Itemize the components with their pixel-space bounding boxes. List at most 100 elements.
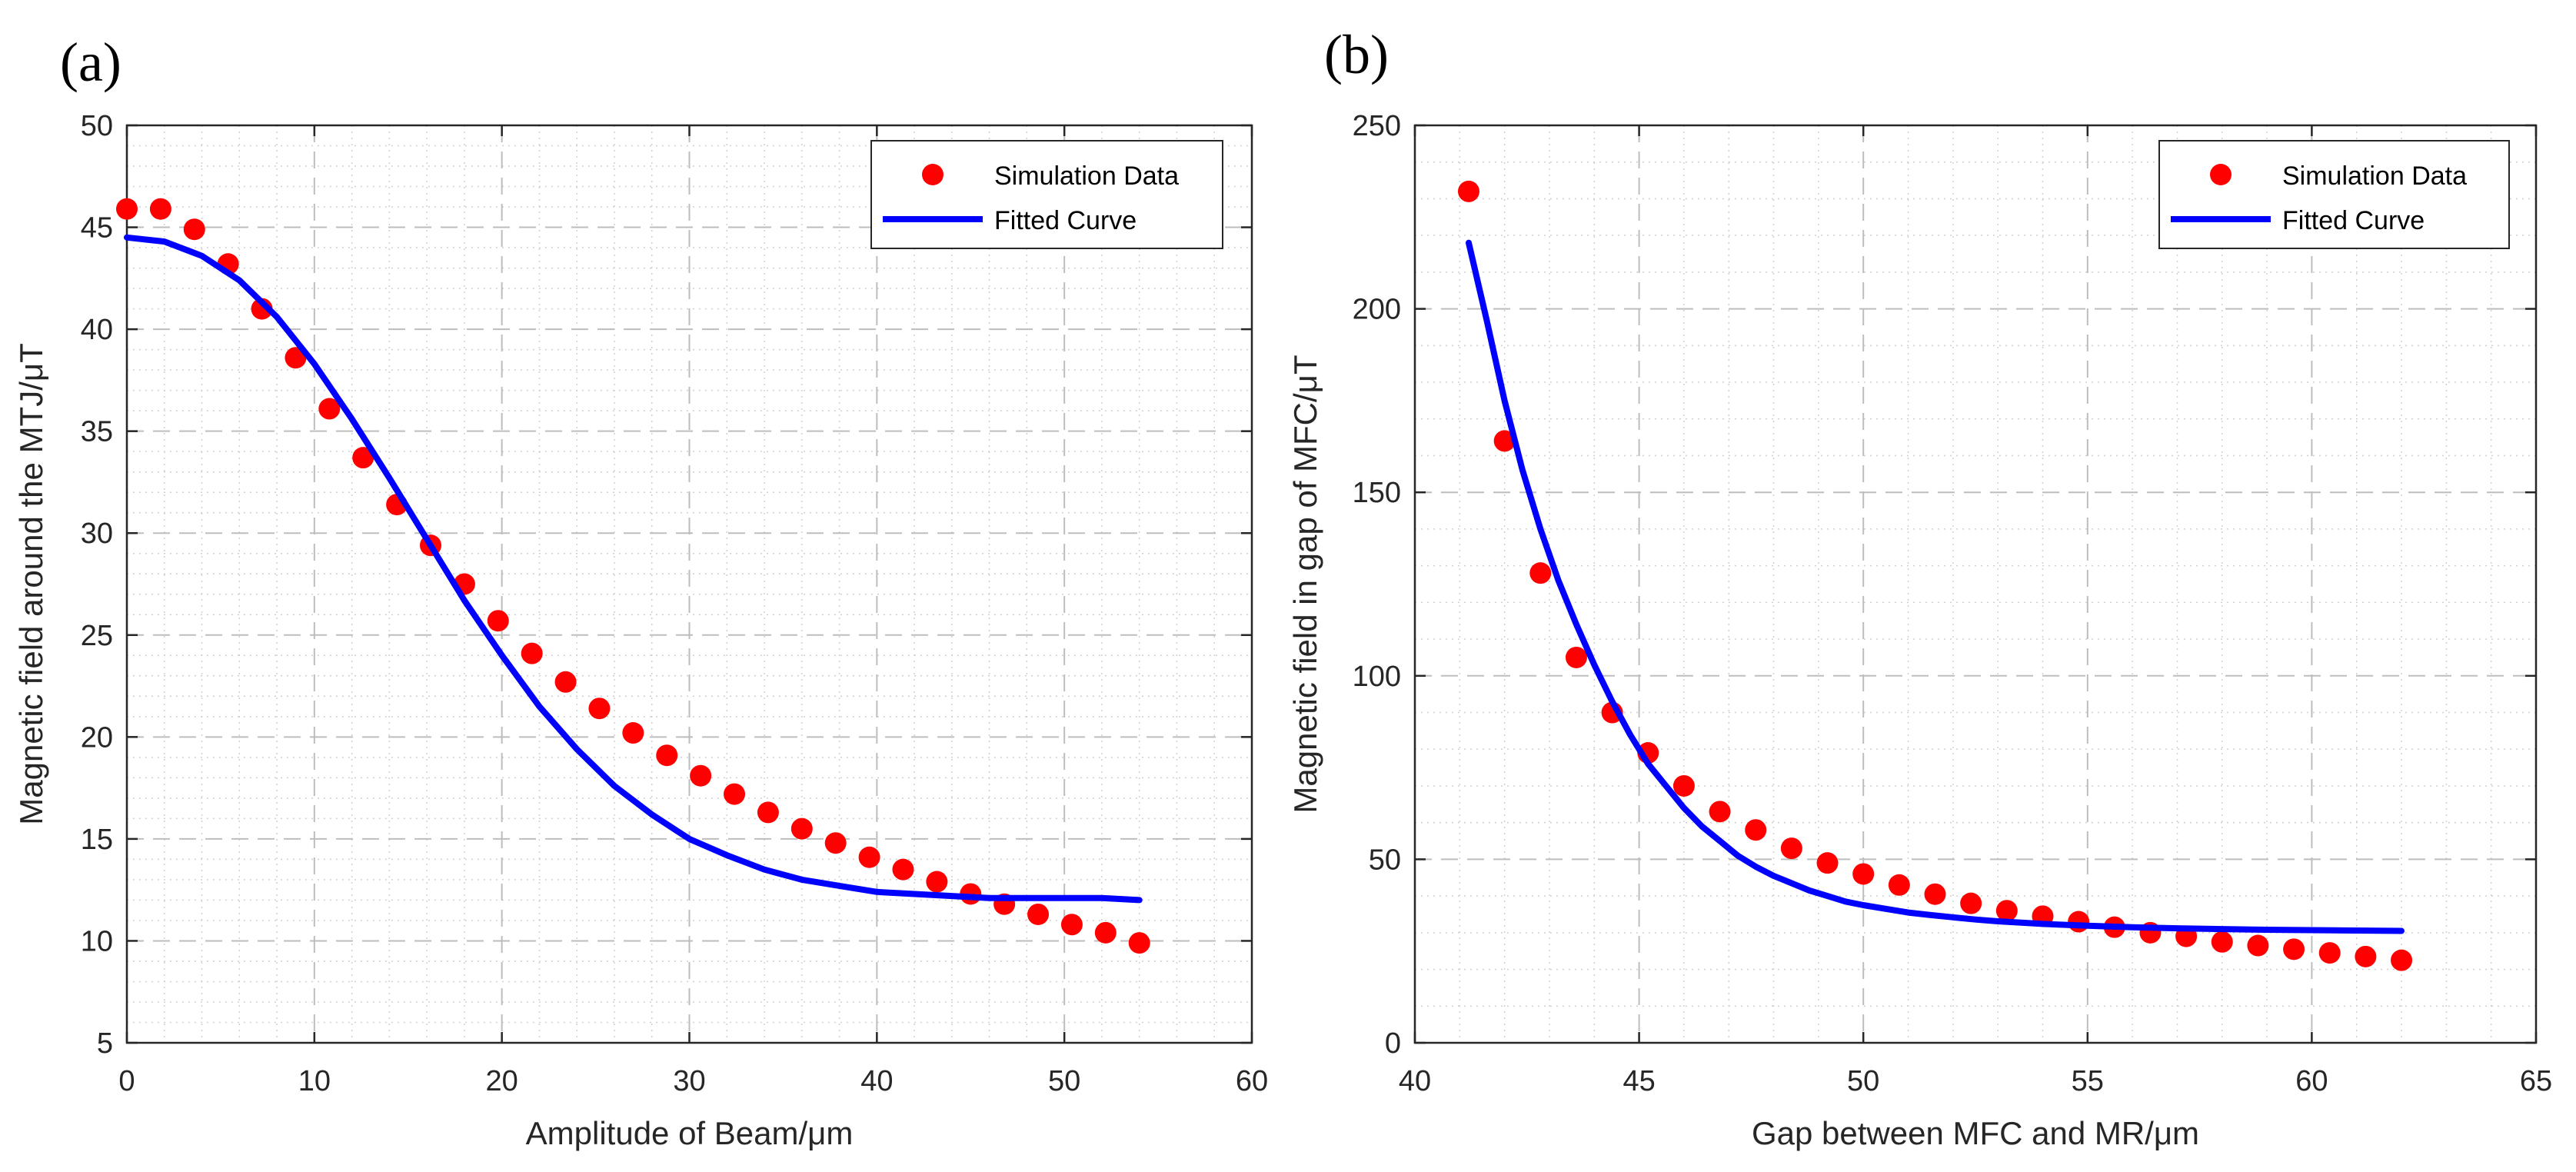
legend: Simulation Data Fitted Curve xyxy=(870,140,1223,249)
plot-area-frame xyxy=(1413,124,2538,1044)
y-tick-label: 5 xyxy=(97,1027,113,1060)
panel-label: (b) xyxy=(1324,24,1389,85)
y-tick-label: 15 xyxy=(81,824,113,856)
y-tick-label: 30 xyxy=(81,518,113,550)
x-tick-label: 20 xyxy=(486,1065,518,1097)
x-axis-label: Amplitude of Beam/μm xyxy=(526,1115,854,1151)
data-point xyxy=(926,871,948,893)
data-point xyxy=(1888,874,1910,896)
x-tick-label: 50 xyxy=(1847,1065,1879,1097)
data-point xyxy=(892,858,914,881)
x-tick-label: 0 xyxy=(118,1065,135,1097)
data-point xyxy=(2391,949,2413,971)
data-point xyxy=(622,722,644,744)
x-tick-label: 45 xyxy=(1622,1065,1655,1097)
data-point xyxy=(183,218,205,241)
legend-box xyxy=(870,140,1223,249)
series-simulation-data xyxy=(116,198,1150,954)
data-point xyxy=(656,744,678,767)
series-fitted-curve-line xyxy=(1466,239,2405,934)
y-tick-label: 50 xyxy=(1369,844,1401,876)
x-axis-label: Gap between MFC and MR/μm xyxy=(1752,1115,2199,1151)
series-simulation-data xyxy=(1457,180,2413,971)
y-tick-label: 20 xyxy=(81,721,113,754)
legend-entry-label: Simulation Data xyxy=(994,161,1179,191)
data-point xyxy=(690,764,712,787)
x-tick-label: 30 xyxy=(673,1065,705,1097)
data-point xyxy=(1493,430,1516,452)
data-point xyxy=(1709,801,1731,823)
y-tick-label: 50 xyxy=(81,110,113,142)
data-point xyxy=(790,817,813,840)
x-tick-label: 40 xyxy=(860,1065,893,1097)
data-point xyxy=(757,801,779,824)
data-point xyxy=(116,198,138,220)
panel-label: (a) xyxy=(60,32,121,93)
data-point xyxy=(521,642,543,664)
data-point xyxy=(1094,921,1117,944)
data-point xyxy=(1565,646,1587,668)
x-tick-label: 60 xyxy=(1236,1065,1268,1097)
legend-entry-label: Fitted Curve xyxy=(2282,206,2425,235)
data-point xyxy=(1060,914,1083,936)
y-axis-label: Magnetic field around the MTJ/μT xyxy=(13,343,49,824)
data-point xyxy=(2068,911,2090,933)
data-point xyxy=(1128,932,1150,954)
data-point xyxy=(1960,892,1982,914)
x-tick-label: 55 xyxy=(2072,1065,2104,1097)
data-point xyxy=(554,671,577,693)
x-tick-label: 60 xyxy=(2295,1065,2328,1097)
y-tick-label: 100 xyxy=(1353,661,1401,693)
chart-panel-a: 0 10 20 30 40 50 60 5 10 15 20 25 30 35 40 45 50 Amplitud… xyxy=(13,32,1268,1151)
x-tick-label: 50 xyxy=(1048,1065,1080,1097)
x-tick-label: 65 xyxy=(2520,1065,2552,1097)
data-point xyxy=(2355,945,2377,967)
data-point xyxy=(318,398,341,420)
data-point xyxy=(2283,938,2305,961)
data-point xyxy=(1457,180,1479,202)
data-point xyxy=(149,198,171,220)
legend-entry-label: Fitted Curve xyxy=(994,206,1137,235)
major-grid xyxy=(126,125,1253,1044)
y-tick-label: 200 xyxy=(1353,294,1401,326)
y-tick-label: 35 xyxy=(81,416,113,448)
data-point xyxy=(1745,819,1767,841)
data-point xyxy=(1672,774,1695,797)
data-point xyxy=(588,698,611,720)
chart-panel-b: 40 45 50 55 60 65 0 50 100 150 200 250 Gap between M… xyxy=(1287,24,2552,1151)
data-point xyxy=(1924,883,1946,905)
minor-grid xyxy=(1415,125,2536,1043)
y-tick-label: 45 xyxy=(81,212,113,245)
legend: Simulation Data Fitted Curve xyxy=(2158,140,2510,249)
series-fitted-curve-line xyxy=(124,234,1143,904)
y-tick-label: 10 xyxy=(81,925,113,957)
y-tick-label: 40 xyxy=(81,314,113,346)
data-point xyxy=(824,832,847,854)
legend-entry-label: Simulation Data xyxy=(2282,161,2467,191)
data-point xyxy=(724,783,746,805)
x-tick-label: 40 xyxy=(1399,1065,1431,1097)
data-point xyxy=(2318,942,2341,964)
legend-marker-scatter xyxy=(922,164,944,185)
data-point xyxy=(1995,900,2018,922)
y-tick-label: 0 xyxy=(1385,1027,1401,1060)
data-point xyxy=(2247,934,2269,957)
data-point xyxy=(1780,837,1802,860)
data-point xyxy=(1816,852,1839,874)
x-tick-label: 10 xyxy=(298,1065,331,1097)
y-tick-label: 250 xyxy=(1353,110,1401,142)
data-point xyxy=(352,447,374,469)
y-tick-label: 150 xyxy=(1353,477,1401,509)
y-tick-label: 25 xyxy=(81,620,113,652)
data-point xyxy=(1027,903,1050,925)
data-point xyxy=(487,610,509,632)
data-point xyxy=(2211,931,2233,953)
data-point xyxy=(1529,562,1552,584)
data-point xyxy=(1852,863,1875,885)
data-point xyxy=(858,846,880,868)
data-point xyxy=(285,347,307,369)
legend-marker-scatter xyxy=(2210,164,2232,185)
legend-box xyxy=(2158,140,2510,249)
y-axis-label: Magnetic field in gap of MFC/μT xyxy=(1287,355,1323,813)
